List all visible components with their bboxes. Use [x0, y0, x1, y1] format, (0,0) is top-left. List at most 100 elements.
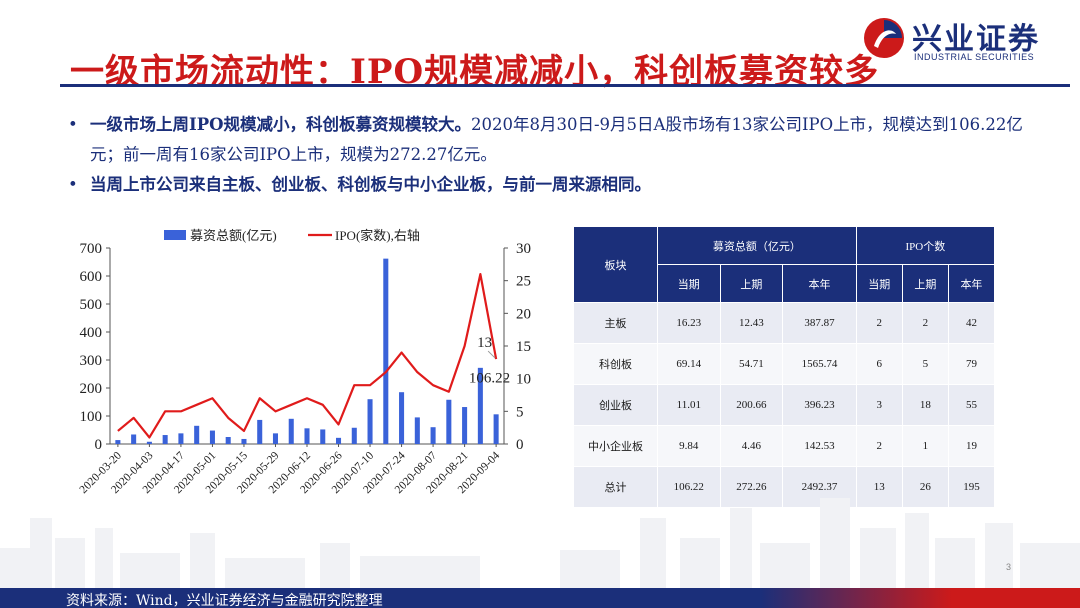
y-left-tick-label: 300 — [80, 353, 103, 369]
bar — [414, 417, 420, 444]
table-cell-block: 科创板 — [573, 343, 658, 385]
bar — [194, 425, 200, 444]
y-right-tick-label: 5 — [516, 404, 524, 420]
y-left-tick-label: 700 — [80, 241, 103, 257]
table-cell: 19 — [947, 425, 996, 467]
table-cell: 1565.74 — [782, 343, 857, 385]
bar — [446, 399, 452, 444]
table-row: 主板 16.23 12.43 387.87 2 2 42 — [573, 302, 996, 344]
legend-swatch-bar — [164, 230, 186, 240]
table-header-block: 板块 — [573, 226, 658, 303]
bullet-bold-text: 一级市场上周IPO规模减小，科创板募资规模较大。 — [90, 115, 471, 134]
table-subheader: 上期 — [719, 264, 784, 303]
bar — [430, 427, 436, 444]
table-cell: 2 — [855, 302, 903, 344]
y-left-tick-label: 0 — [95, 437, 103, 453]
table-row: 创业板 11.01 200.66 396.23 3 18 55 — [573, 384, 996, 426]
line-series-ipo-count — [117, 273, 498, 439]
bar — [225, 437, 231, 444]
table-subheader: 当期 — [855, 264, 903, 303]
brand-name-cn: 兴业证券 — [912, 22, 1040, 57]
y-left-tick-label: 100 — [80, 409, 103, 425]
bar — [178, 433, 184, 444]
table-cell: 4.46 — [719, 425, 784, 467]
table-cell: 195 — [947, 466, 996, 508]
table-cell-block: 中小企业板 — [573, 425, 658, 467]
ipo-table: 板块 募资总额（亿元） IPO个数 当期 上期 本年 当期 上期 本年 主板 1… — [573, 226, 996, 508]
legend-label-line: IPO(家数),右轴 — [335, 228, 420, 243]
bar — [288, 418, 294, 444]
y-right-tick-label: 10 — [516, 372, 531, 388]
table-cell: 5 — [901, 343, 949, 385]
table-cell: 2 — [855, 425, 903, 467]
table-cell: 18 — [901, 384, 949, 426]
table-cell-block: 创业板 — [573, 384, 658, 426]
bar — [162, 435, 168, 444]
bar — [477, 367, 483, 444]
page-number: 3 — [1006, 562, 1012, 572]
table-cell: 387.87 — [782, 302, 857, 344]
bar — [367, 399, 373, 444]
bullet-item: 当周上市公司来自主板、创业板、科创板与中小企业板，与前一周来源相同。 — [66, 170, 1046, 200]
table-row: 总计 106.22 272.26 2492.37 13 26 195 — [573, 466, 996, 508]
bar — [383, 258, 389, 444]
table-cell-block: 总计 — [573, 466, 658, 508]
bar — [209, 430, 215, 444]
table-subheader: 本年 — [947, 264, 996, 303]
table-row: 中小企业板 9.84 4.46 142.53 2 1 19 — [573, 425, 996, 467]
brand-name-en: INDUSTRIAL SECURITIES — [914, 52, 1035, 62]
y-left-tick-label: 500 — [80, 297, 103, 313]
bar — [257, 419, 263, 444]
skyline-decoration — [0, 498, 1080, 588]
bar — [272, 433, 279, 444]
table-cell: 79 — [947, 343, 996, 385]
table-cell: 13 — [855, 466, 903, 508]
bar — [241, 438, 247, 444]
legend-label-bar: 募资总额(亿元) — [190, 228, 277, 243]
source-note: 资料来源：Wind，兴业证券经济与金融研究院整理 — [66, 593, 383, 608]
table-cell: 69.14 — [657, 343, 721, 385]
bar — [146, 441, 152, 444]
table-subheader: 本年 — [782, 264, 857, 303]
bullet-item: 一级市场上周IPO规模减小，科创板募资规模较大。2020年8月30日-9月5日A… — [66, 110, 1046, 170]
footer-accent — [760, 588, 1080, 608]
y-right-tick-label: 0 — [516, 437, 524, 453]
table-cell: 42 — [947, 302, 996, 344]
ipo-chart: 0 100 200 300 400 500 600 700 0 5 10 15 20 25 30 2020-0… — [56, 222, 556, 522]
y-left-tick-label: 200 — [80, 381, 103, 397]
bullet-bold-text: 当周上市公司来自主板、创业板、科创板与中小企业板，与前一周来源相同。 — [90, 175, 651, 194]
y-right-tick-label: 25 — [516, 274, 531, 290]
table-cell: 6 — [855, 343, 903, 385]
table-cell: 12.43 — [719, 302, 784, 344]
bar — [351, 427, 357, 444]
table-subheader: 上期 — [901, 264, 949, 303]
table-header-amount-group: 募资总额（亿元） — [657, 226, 857, 265]
table-cell: 11.01 — [657, 384, 721, 426]
table-cell: 272.26 — [719, 466, 784, 508]
bar — [320, 429, 326, 444]
y-right-tick-label: 30 — [516, 241, 531, 257]
bullet-text: 2020年8月30日-9月5日A股市场有13家公司IPO上市，规模达到106.2… — [90, 115, 1023, 164]
data-label-bar: 106.22 — [469, 370, 510, 386]
table-cell: 55 — [947, 384, 996, 426]
table-cell: 200.66 — [719, 384, 784, 426]
table-subheader: 当期 — [657, 264, 721, 303]
table-cell: 26 — [901, 466, 949, 508]
bar — [115, 440, 121, 444]
table-cell: 3 — [855, 384, 903, 426]
y-left-tick-label: 400 — [80, 325, 103, 341]
y-left-tick-label: 600 — [80, 269, 103, 285]
y-right-tick-label: 15 — [516, 339, 531, 355]
table-row: 科创板 69.14 54.71 1565.74 6 5 79 — [573, 343, 996, 385]
table-cell: 9.84 — [657, 425, 721, 467]
y-right-tick-label: 20 — [516, 306, 531, 322]
brand-logo-icon — [864, 18, 904, 58]
data-label-leader — [487, 350, 496, 359]
table-cell: 106.22 — [657, 466, 721, 508]
table-cell: 2 — [901, 302, 949, 344]
ipo-chart-svg: 01002003004005006007000510152025302020-0… — [78, 228, 531, 496]
header-divider — [60, 84, 1070, 87]
bar — [335, 437, 342, 444]
bar — [493, 414, 499, 444]
table-cell: 54.71 — [719, 343, 784, 385]
